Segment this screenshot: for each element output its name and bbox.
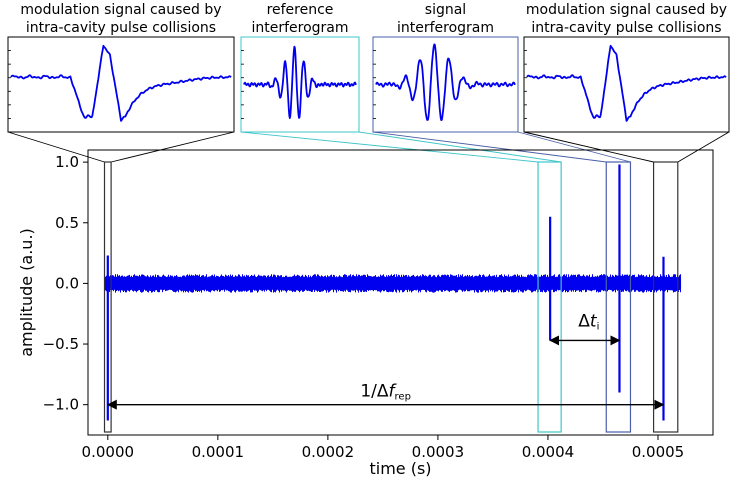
y-axis-label: amplitude (a.u.) <box>17 228 36 357</box>
x-tick-label: 0.0002 <box>302 443 355 461</box>
x-tick-label: 0.0000 <box>82 443 135 461</box>
y-tick-label: −1.0 <box>43 396 79 414</box>
inset-title-line: intra-cavity pulse collisions <box>26 20 216 36</box>
x-axis-ticks: 0.0000 0.0001 0.0002 0.0003 0.0004 0.0005 <box>82 435 685 461</box>
inset-signal: signal interferogram <box>372 2 519 133</box>
inset-title-line: interferogram <box>251 20 348 36</box>
inset-connector <box>111 131 235 163</box>
main-plot-area: 1/Δfrep Δti <box>87 149 714 436</box>
annotations: 1/Δfrep Δti <box>106 311 665 410</box>
inset-title-line: modulation signal caused by <box>20 2 221 18</box>
inset-collision: modulation signal caused by intra-cavity … <box>523 2 730 133</box>
inset-connector <box>523 131 654 163</box>
highlight-window <box>537 161 562 433</box>
inset-connector <box>677 131 730 163</box>
x-tick-label: 0.0001 <box>192 443 245 461</box>
inset-connector <box>358 131 562 163</box>
x-tick-label: 0.0005 <box>632 443 685 461</box>
annotation-label: 1/Δfrep <box>360 382 411 403</box>
highlight-window <box>103 161 112 433</box>
x-axis-label: time (s) <box>369 459 431 478</box>
inset-connector <box>240 131 539 163</box>
inset-title-line: signal <box>425 2 466 18</box>
inset-reference: reference interferogram <box>240 2 360 133</box>
insets: modulation signal caused by intra-cavity … <box>7 2 730 133</box>
highlight-window <box>605 161 632 433</box>
inset-connector <box>372 131 607 163</box>
inset-title-line: reference <box>267 2 334 18</box>
inset-title-line: modulation signal caused by <box>526 2 727 18</box>
inset-collision: modulation signal caused by intra-cavity … <box>7 2 235 133</box>
x-tick-label: 0.0003 <box>412 443 465 461</box>
annotation-label-sub: rep <box>395 392 411 403</box>
inset-title-line: interferogram <box>397 20 494 36</box>
annotation-label-prefix: Δ <box>578 311 590 331</box>
noise-band <box>104 274 682 293</box>
annotation-label-prefix: 1/Δ <box>360 382 389 402</box>
y-tick-label: 0.5 <box>55 214 79 232</box>
annotation-label-var: f <box>389 382 398 402</box>
inset-trace <box>526 44 727 122</box>
annotation-label: Δti <box>578 311 599 332</box>
noise-band-trace <box>104 274 681 293</box>
annotation-label-sub: i <box>597 321 600 332</box>
inset-connector <box>517 131 631 163</box>
inset-title-line: intra-cavity pulse collisions <box>531 20 721 36</box>
signal-spikes <box>106 164 665 421</box>
highlight-windows <box>103 161 679 433</box>
x-tick-label: 0.0004 <box>522 443 575 461</box>
y-axis-ticks: −1.0 −0.5 0.0 0.5 1.0 <box>43 153 88 414</box>
axes-frame <box>87 149 714 436</box>
inset-trace <box>375 43 516 121</box>
inset-trace <box>243 45 357 119</box>
y-tick-label: −0.5 <box>43 335 79 353</box>
y-tick-label: 0.0 <box>55 274 79 292</box>
highlight-window <box>652 161 679 433</box>
inset-connector-lines <box>7 131 730 163</box>
y-tick-label: 1.0 <box>55 153 79 171</box>
annotation-label-var: t <box>590 311 598 331</box>
inset-trace <box>10 44 232 122</box>
